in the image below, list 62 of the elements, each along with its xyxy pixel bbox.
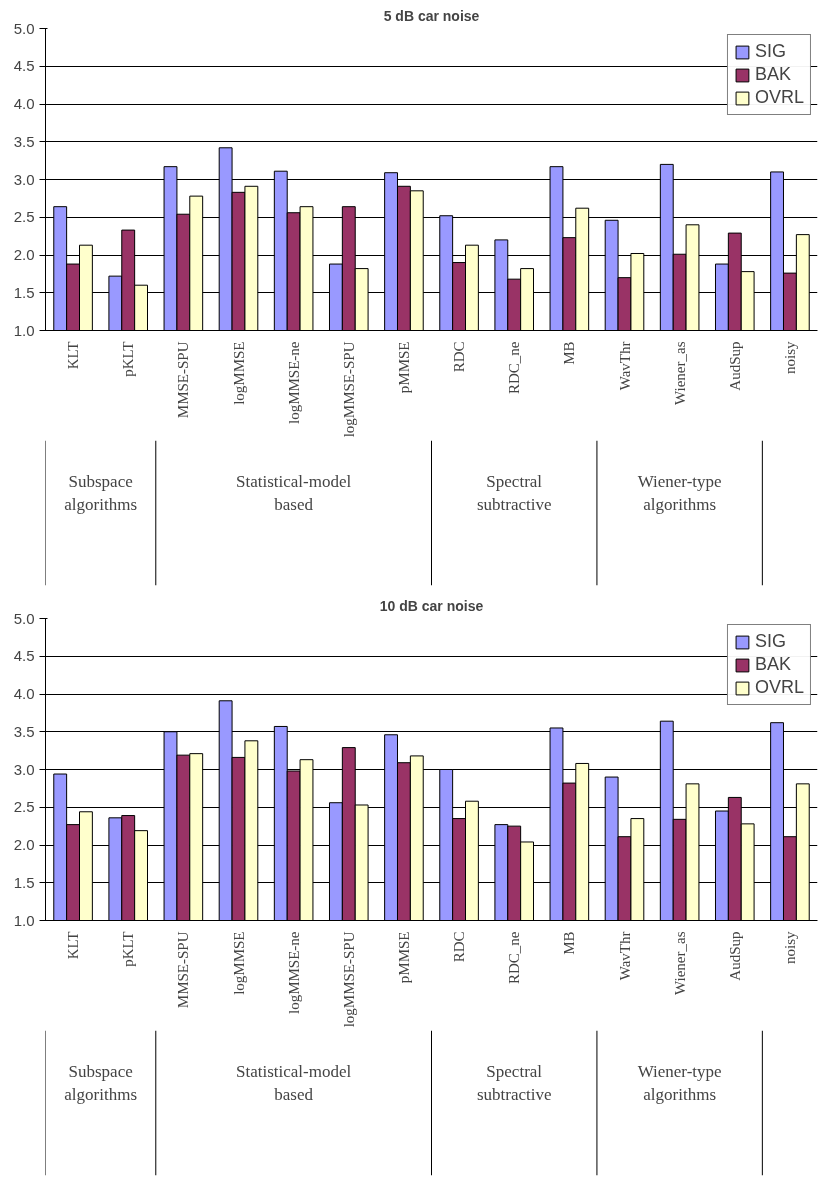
x-tick-label: logMMSE <box>230 931 247 995</box>
x-tick-label: pKLT <box>120 341 137 377</box>
y-tick-label: 5.0 <box>13 609 35 627</box>
legend-label: OVRL <box>754 87 804 108</box>
text: Spectral subtractive <box>476 471 552 514</box>
x-tick-label: noisy <box>781 931 798 964</box>
x-tick-label: MB <box>561 931 578 955</box>
text: Wiener-type algorithms <box>637 471 722 514</box>
x-tick-label: pKLT <box>120 931 137 967</box>
y-tick-label: 1.0 <box>13 321 35 339</box>
x-tick-label: MMSE-SPU <box>175 341 192 419</box>
y-tick-label: 5.0 <box>13 19 35 37</box>
x-tick-label: AudSup <box>726 341 743 391</box>
chart-title: 5 dB car noise <box>383 7 480 24</box>
x-tick-label: AudSup <box>726 931 743 981</box>
y-tick-label: 4.5 <box>13 57 35 75</box>
y-tick-label: 3.5 <box>13 132 35 150</box>
x-tick-label: KLT <box>65 341 82 370</box>
y-tick-label: 2.0 <box>13 246 35 263</box>
text: Subspace algorithms <box>64 471 137 514</box>
x-tick-label: logMMSE-ne <box>285 341 302 424</box>
x-tick-label: MMSE-SPU <box>175 931 192 1009</box>
y-tick-label: 4.0 <box>13 685 35 702</box>
text: Statistical-model based <box>236 471 352 514</box>
y-tick-label: 3.0 <box>13 170 35 188</box>
y-tick-label: 2.5 <box>13 208 35 226</box>
text: Spectral subtractive <box>476 1061 552 1104</box>
x-tick-label: RDC_ne <box>506 931 523 984</box>
y-tick-label: 3.0 <box>13 760 35 778</box>
x-tick-label: logMMSE <box>230 341 247 405</box>
x-tick-label: RDC_ne <box>506 341 523 394</box>
x-tick-label: RDC <box>451 931 468 963</box>
x-tick-label: logMMSE-SPU <box>340 931 357 1028</box>
legend-label: OVRL <box>754 677 804 698</box>
x-tick-label: RDC <box>451 341 468 373</box>
text: Statistical-model based <box>236 1061 352 1104</box>
y-tick-label: 3.5 <box>13 722 35 740</box>
y-tick-label: 1.5 <box>13 283 35 301</box>
legend-label: BAK <box>754 654 791 675</box>
text: Subspace algorithms <box>64 1061 137 1104</box>
chart-title: 10 dB car noise <box>379 597 484 614</box>
x-tick-label: logMMSE-ne <box>285 931 302 1014</box>
y-tick-label: 4.0 <box>13 95 35 112</box>
x-tick-label: pMMSE <box>395 931 412 984</box>
text: Wiener-type algorithms <box>637 1061 722 1104</box>
y-tick-label: 2.0 <box>13 836 35 853</box>
legend-label: SIG <box>754 631 786 652</box>
x-tick-label: WavThr <box>616 931 633 981</box>
y-tick-label: 2.5 <box>13 798 35 816</box>
x-tick-label: logMMSE-SPU <box>340 341 357 438</box>
y-tick-label: 1.0 <box>13 911 35 929</box>
x-tick-label: WavThr <box>616 341 633 391</box>
x-tick-label: KLT <box>65 931 82 960</box>
x-tick-label: Wiener_as <box>671 931 688 996</box>
legend-label: SIG <box>754 41 786 62</box>
x-tick-label: Wiener_as <box>671 341 688 406</box>
legend-label: BAK <box>754 64 791 85</box>
x-tick-label: pMMSE <box>395 341 412 394</box>
x-tick-label: noisy <box>781 341 798 374</box>
y-tick-label: 4.5 <box>13 647 35 665</box>
x-tick-label: MB <box>561 341 578 365</box>
y-tick-label: 1.5 <box>13 873 35 891</box>
